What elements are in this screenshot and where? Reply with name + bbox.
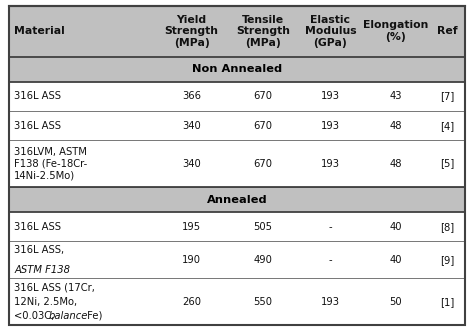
Text: 316L ASS,: 316L ASS,	[14, 245, 67, 255]
Bar	[9, 212, 465, 241]
Text: 316L ASS (17Cr,: 316L ASS (17Cr,	[14, 283, 95, 293]
Text: 12Ni, 2.5Mo,: 12Ni, 2.5Mo,	[14, 297, 77, 307]
Text: 193: 193	[321, 159, 340, 168]
Text: 550: 550	[253, 297, 272, 307]
Text: balance: balance	[49, 311, 88, 321]
Text: 366: 366	[182, 91, 201, 101]
Text: 193: 193	[321, 120, 340, 131]
Text: <0.03C,: <0.03C,	[14, 311, 58, 321]
Text: Yield
Strength
(MPa): Yield Strength (MPa)	[164, 15, 219, 48]
Text: [7]: [7]	[440, 91, 454, 101]
Text: [5]: [5]	[440, 159, 454, 168]
Text: -: -	[328, 255, 332, 265]
Text: [9]: [9]	[440, 255, 454, 265]
Bar	[9, 82, 465, 111]
Text: 48: 48	[389, 159, 401, 168]
Text: 316L ASS: 316L ASS	[14, 120, 61, 131]
Text: 316L ASS: 316L ASS	[14, 222, 61, 232]
Text: Elastic
Modulus
(GPa): Elastic Modulus (GPa)	[304, 15, 356, 48]
Text: 490: 490	[254, 255, 272, 265]
Text: 50: 50	[389, 297, 402, 307]
Text: 670: 670	[253, 91, 272, 101]
Text: 48: 48	[389, 120, 401, 131]
Text: -: -	[328, 222, 332, 232]
Text: 316LVM, ASTM
F138 (Fe-18Cr-
14Ni-2.5Mo): 316LVM, ASTM F138 (Fe-18Cr- 14Ni-2.5Mo)	[14, 147, 88, 180]
Text: 670: 670	[253, 120, 272, 131]
Bar	[9, 6, 465, 57]
Text: Ref: Ref	[437, 26, 457, 36]
Text: Annealed: Annealed	[207, 195, 267, 205]
Text: 43: 43	[389, 91, 401, 101]
Text: Material: Material	[14, 26, 65, 36]
Bar	[9, 111, 465, 140]
Text: ASTM F138: ASTM F138	[14, 265, 70, 275]
Text: 505: 505	[253, 222, 272, 232]
Text: 316L ASS: 316L ASS	[14, 91, 61, 101]
Text: 340: 340	[182, 120, 201, 131]
Text: [4]: [4]	[440, 120, 454, 131]
Text: 670: 670	[253, 159, 272, 168]
Text: 190: 190	[182, 255, 201, 265]
Bar	[9, 57, 465, 82]
Text: Fe): Fe)	[84, 311, 103, 321]
Text: [8]: [8]	[440, 222, 454, 232]
Bar	[9, 140, 465, 187]
Bar	[9, 278, 465, 325]
Text: 195: 195	[182, 222, 201, 232]
Text: Elongation
(%): Elongation (%)	[363, 21, 428, 42]
Text: 40: 40	[389, 255, 401, 265]
Bar	[9, 187, 465, 212]
Text: 40: 40	[389, 222, 401, 232]
Text: 193: 193	[321, 297, 340, 307]
Text: 260: 260	[182, 297, 201, 307]
Text: Tensile
Strength
(MPa): Tensile Strength (MPa)	[236, 15, 290, 48]
Text: Non Annealed: Non Annealed	[192, 64, 282, 74]
Text: [1]: [1]	[440, 297, 454, 307]
Bar	[9, 241, 465, 278]
Text: 340: 340	[182, 159, 201, 168]
Text: 193: 193	[321, 91, 340, 101]
